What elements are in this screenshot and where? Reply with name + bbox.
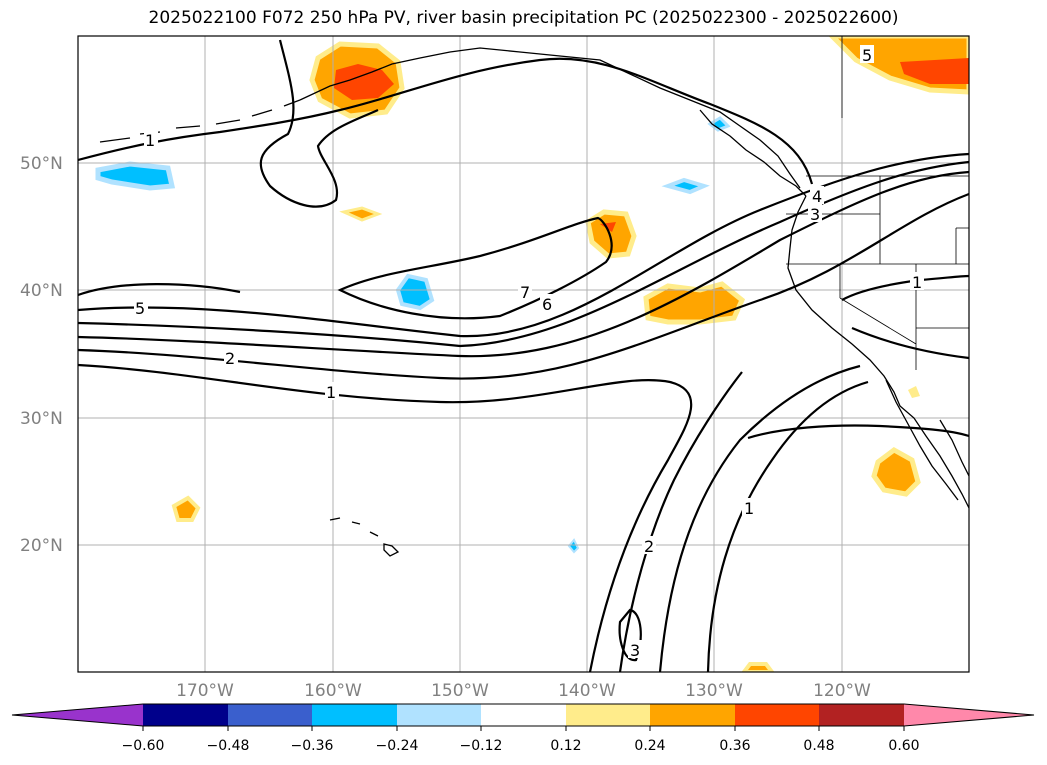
pv-contour-3	[78, 170, 969, 358]
us-west-coast	[787, 195, 969, 509]
colorbar-tick-label: 0.24	[634, 738, 665, 754]
pv-label: 1	[744, 499, 754, 518]
pv-label: 6	[542, 295, 552, 314]
pv-label: 1	[912, 273, 922, 292]
colorbar-tick-label: −0.36	[291, 738, 334, 754]
precip-neg-center	[395, 273, 435, 311]
colorbar-tick-label: −0.48	[207, 738, 250, 754]
colorbar-extend-low	[12, 704, 143, 726]
pv-contour-goa	[259, 39, 379, 208]
colorbar-segment	[481, 704, 566, 726]
colorbar-segment	[650, 704, 735, 726]
precip-sw-orange	[171, 495, 201, 522]
colorbar-tick-labels: −0.60 −0.48 −0.36 −0.24 −0.12 0.12 0.24 …	[122, 738, 920, 754]
pv-contours	[78, 39, 969, 672]
pv-label: 5	[862, 46, 872, 65]
colorbar-tick-label: −0.12	[460, 738, 503, 754]
colorbar-segment	[228, 704, 312, 726]
lat-tick-label: 40°N	[20, 281, 63, 301]
colorbar-tick-label: −0.24	[376, 738, 419, 754]
precip-coast-yellow	[908, 386, 920, 398]
pv-contour-east1	[706, 380, 869, 672]
pv-contour-label-group: 1 5 5 2 1 7 6 4 3 1 2 1 3	[134, 45, 924, 660]
pv-label: 7	[520, 283, 530, 302]
lon-tick-label: 150°W	[431, 681, 489, 701]
lon-tick-label: 160°W	[304, 681, 362, 701]
pv-label: 1	[326, 383, 336, 402]
pv-label: 3	[630, 641, 640, 660]
lon-tick-label: 120°W	[813, 681, 871, 701]
precip-shading	[95, 36, 969, 672]
lon-tick-label: 130°W	[685, 681, 743, 701]
map-title: 2025022100 F072 250 hPa PV, river basin …	[148, 8, 899, 28]
map-frame	[77, 35, 970, 673]
pv-label: 5	[135, 299, 145, 318]
colorbar: −0.60 −0.48 −0.36 −0.24 −0.12 0.12 0.24 …	[11, 703, 1035, 754]
precip-bottom-orange	[741, 662, 775, 672]
pv-contour-4	[78, 160, 969, 348]
precip-neg-hawaii	[567, 538, 580, 554]
precip-baja-orange	[871, 447, 921, 497]
pv-contour-2	[78, 192, 969, 380]
lon-tick-labels: 170°W 160°W 150°W 140°W 130°W 120°W	[176, 681, 871, 701]
colorbar-tick-label: 0.60	[888, 738, 919, 754]
pv-contour-east2	[658, 364, 861, 672]
pv-contour-6	[78, 283, 241, 297]
pv-label: 2	[644, 537, 654, 556]
coastlines	[99, 47, 969, 557]
lon-tick-label: 140°W	[558, 681, 616, 701]
colorbar-segment	[735, 704, 819, 726]
map-panel: 1 5 5 2 1 7 6 4 3 1 2 1 3	[78, 36, 969, 672]
lat-tick-label: 30°N	[20, 409, 63, 429]
pv-contour-1	[78, 363, 693, 672]
colorbar-ticks	[142, 726, 905, 731]
colorbar-segment	[819, 704, 904, 726]
precip-neg-west	[95, 161, 176, 191]
pv-contour-east3	[747, 424, 969, 440]
lat-tick-labels: 50°N 40°N 30°N 20°N	[20, 154, 63, 556]
pv-contour-sw2	[851, 326, 969, 360]
pv-contour-alaska	[78, 57, 814, 185]
precip-alaska-red	[334, 64, 394, 100]
precip-goa-orange	[585, 209, 637, 259]
lon-tick-label: 170°W	[176, 681, 234, 701]
colorbar-segment	[397, 704, 481, 726]
pv-label: 2	[225, 349, 235, 368]
colorbar-segment	[566, 704, 650, 726]
colorbar-segment	[312, 704, 397, 726]
pv-contour-7	[337, 216, 613, 320]
alaska-coast	[299, 47, 801, 189]
precip-small-orange	[339, 206, 383, 222]
pv-contour-closed3	[618, 608, 642, 662]
lat-tick-label: 20°N	[20, 536, 63, 556]
colorbar-segment	[143, 704, 228, 726]
pv-label: 3	[810, 205, 820, 224]
colorbar-extend-high	[904, 704, 1034, 726]
pv-contour-lower-left	[618, 371, 743, 672]
pv-label: 1	[145, 131, 155, 150]
bc-coast	[699, 109, 807, 197]
pv-contour-5	[78, 152, 969, 338]
colorbar-tick-label: 0.12	[550, 738, 581, 754]
mexico-coast	[939, 419, 969, 477]
colorbar-tick-label: 0.48	[803, 738, 834, 754]
pv-label: 4	[812, 187, 822, 206]
precip-neg-ne	[661, 177, 710, 195]
colorbar-tick-label: 0.36	[719, 738, 750, 754]
precip-ne-red	[900, 58, 969, 84]
colorbar-segments	[12, 704, 1034, 726]
baja-coast	[885, 379, 959, 501]
colorbar-tick-label: −0.60	[122, 738, 165, 754]
lat-tick-label: 50°N	[20, 154, 63, 174]
hawaii-islands	[329, 517, 400, 557]
